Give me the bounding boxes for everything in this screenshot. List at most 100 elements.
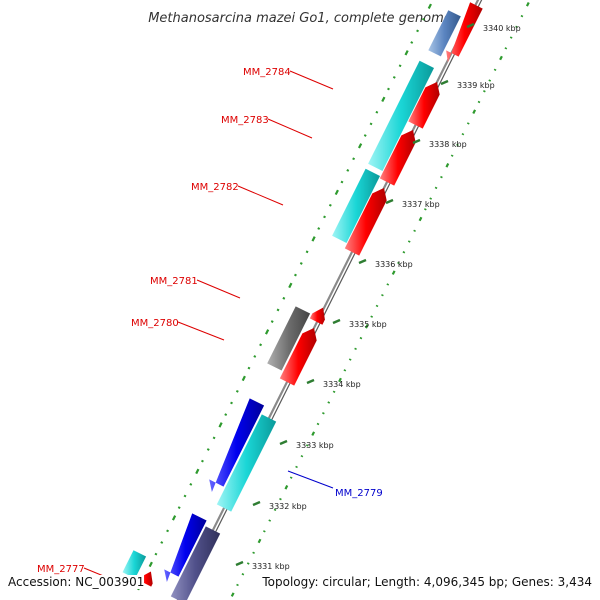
gene-label-leader — [267, 118, 313, 139]
gene-label[interactable]: MM_2782 — [191, 182, 239, 193]
gene-label[interactable]: MM_2777 — [37, 564, 85, 575]
right-gc-dot — [488, 79, 492, 82]
genome-title: Methanosarcina mazei Go1, complete genom… — [148, 11, 452, 26]
left-gc-dot — [328, 203, 332, 207]
scale-tick-label: 3336 kbp — [375, 260, 413, 269]
gene-label[interactable]: MM_2779 — [335, 488, 383, 499]
right-gc-dot — [466, 122, 470, 125]
right-gc-dot — [359, 336, 363, 340]
left-gc-dot — [421, 17, 425, 21]
gene-label-leader — [237, 185, 284, 206]
gene-feature-steel[interactable] — [428, 10, 461, 57]
right-gc-dot — [440, 175, 443, 179]
gene-feature-red[interactable] — [279, 328, 317, 386]
right-gc-dot — [381, 293, 384, 297]
right-gc-dot — [402, 251, 406, 254]
right-gc-dot — [252, 551, 255, 554]
right-gc-dot — [520, 14, 524, 18]
gene-labels[interactable]: MM_2784 MM_2783 MM_2782 MM_2781 MM_2780 MM_27… — [37, 67, 383, 587]
left-gc-dot — [201, 459, 204, 463]
right-gc-dot — [509, 36, 513, 39]
left-gc-dot — [381, 96, 386, 103]
gene-feature-cyan[interactable] — [122, 550, 147, 579]
scale-tick-label: 3334 kbp — [323, 380, 361, 389]
gene-feature-red[interactable] — [446, 2, 483, 63]
right-gc-dot — [423, 208, 427, 211]
right-gc-dot — [386, 283, 390, 286]
scale-tick-mark — [440, 79, 449, 86]
gene-feature-red[interactable] — [408, 82, 440, 129]
left-gc-dot — [171, 515, 177, 521]
right-gc-dot — [316, 422, 320, 426]
left-gc-dot — [247, 366, 251, 370]
gene-label[interactable]: MM_2783 — [221, 115, 269, 126]
gene-feature-blue[interactable] — [209, 398, 265, 492]
left-gc-dot — [404, 50, 409, 56]
gene-feature-cyan[interactable] — [332, 168, 380, 243]
left-gc-dot — [346, 169, 350, 172]
gene-feature-blue[interactable] — [164, 513, 207, 582]
right-gc-dot — [375, 304, 379, 308]
left-gc-dot — [387, 87, 390, 91]
right-gc-dot — [483, 90, 486, 93]
left-gc-dot — [299, 262, 303, 265]
gene-label[interactable]: MM_2780 — [131, 318, 179, 329]
left-gc-dot — [218, 422, 223, 428]
scale-tick-label: 3335 kbp — [349, 320, 387, 329]
scale-tick-mark — [385, 198, 394, 205]
gene-feature-cyan[interactable] — [216, 414, 277, 512]
scale-tick-mark — [412, 138, 421, 145]
left-gc-dot — [160, 541, 164, 544]
gene-feature-cyan[interactable] — [368, 60, 434, 171]
gene-feature-red[interactable] — [379, 130, 416, 186]
left-gc-dot — [311, 236, 316, 242]
left-gc-dot — [363, 134, 367, 137]
gene-label[interactable]: MM_2784 — [243, 67, 291, 78]
left-gc-dot — [317, 227, 321, 230]
right-gc-dot — [370, 315, 374, 318]
gene-feature-red[interactable] — [344, 188, 387, 256]
right-gc-dot — [493, 68, 497, 72]
right-gc-dot — [450, 154, 454, 157]
scale-tick-label: 3337 kbp — [402, 200, 440, 209]
left-gc-dot — [305, 250, 309, 254]
left-gc-dot — [294, 273, 297, 277]
gene-features[interactable] — [122, 2, 483, 600]
gene-feature-red[interactable] — [138, 571, 153, 587]
topology-text: Topology: circular; Length: 4,096,345 bp… — [262, 575, 592, 589]
scale-tick-mark — [252, 500, 261, 507]
left-gc-dot — [375, 110, 379, 114]
right-gc-dot — [397, 261, 400, 265]
left-gc-dot — [270, 320, 274, 323]
right-gc-dot — [504, 47, 508, 50]
right-gc-dot — [472, 109, 477, 114]
left-gc-dot — [259, 343, 263, 347]
right-gc-dot — [348, 358, 352, 361]
gene-label-leader — [287, 470, 334, 489]
gene-label[interactable]: MM_2781 — [150, 276, 198, 287]
left-gc-dot — [253, 355, 257, 358]
gene-feature-red[interactable] — [309, 307, 325, 325]
gene-label-leader — [196, 279, 241, 299]
left-gc-dot — [410, 41, 414, 44]
gene-feature-gray[interactable] — [267, 306, 311, 371]
right-gc-dot — [268, 519, 272, 522]
scale-tick-mark — [279, 439, 288, 446]
scale-tick-label: 3333 kbp — [296, 441, 334, 450]
scale-tick-mark — [332, 318, 341, 325]
right-gc-dot — [289, 476, 293, 479]
backbone-line — [176, 0, 480, 600]
left-gc-dot — [177, 506, 181, 509]
right-gc-dot — [434, 186, 438, 190]
right-gc-dot — [284, 485, 289, 490]
right-gc-dot — [263, 530, 266, 533]
left-gc-dot — [276, 308, 280, 312]
right-gc-dot — [429, 197, 433, 200]
left-gc-dot — [398, 64, 402, 68]
gene-feature-slate[interactable] — [170, 526, 221, 600]
left-gc-dot — [369, 122, 373, 126]
right-gc-dot — [456, 143, 459, 147]
right-gc-dot — [311, 431, 316, 436]
left-gc-dot — [183, 494, 187, 498]
